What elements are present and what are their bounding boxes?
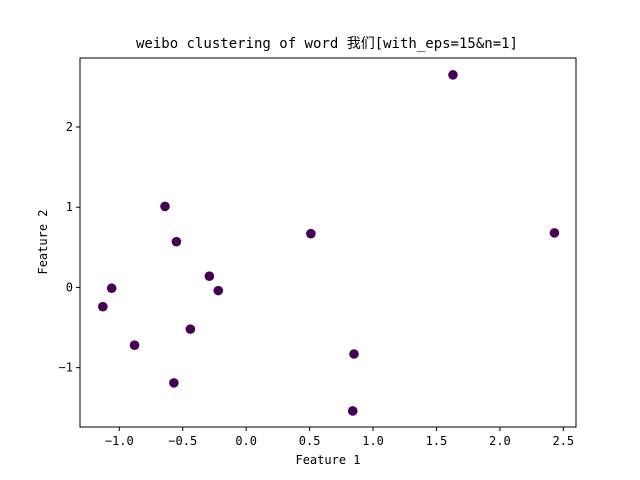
y-tick-label: 1 [66, 200, 73, 214]
y-tick-label: 0 [66, 280, 73, 294]
x-tick-label: −1.0 [105, 434, 134, 448]
data-point [448, 70, 458, 80]
data-point [129, 340, 140, 350]
x-tick-label: 2.0 [489, 434, 511, 448]
x-axis-ticks: −1.0 −0.5 0.0 0.5 1.0 1.5 2.0 2.5 [105, 427, 574, 448]
data-point [213, 285, 224, 296]
x-tick-label: −0.5 [168, 434, 197, 448]
data-point [204, 271, 215, 281]
x-tick-label: 1.5 [426, 434, 448, 448]
chart-title: weibo clustering of word 我们[with_eps=15&… [136, 36, 518, 52]
data-point [171, 236, 182, 247]
data-point [549, 228, 560, 238]
x-tick-label: 0.5 [299, 434, 321, 448]
x-tick-label: 2.5 [552, 434, 574, 448]
y-tick-label: −1 [59, 361, 73, 375]
data-point [160, 201, 170, 212]
data-point [347, 406, 358, 416]
plot-area [79, 57, 577, 428]
data-point [306, 228, 316, 239]
data-point [349, 349, 359, 359]
data-point [106, 283, 117, 294]
data-point [185, 324, 196, 334]
data-point [98, 301, 108, 312]
y-axis-ticks: −1 0 1 2 [59, 120, 80, 375]
x-tick-label: 0.0 [235, 434, 257, 448]
data-points [98, 70, 560, 416]
x-axis-label: Feature 1 [295, 453, 360, 467]
data-point [169, 378, 179, 388]
x-tick-label: 1.0 [362, 434, 384, 448]
y-axis-label: Feature 2 [36, 209, 50, 274]
y-tick-label: 2 [66, 120, 73, 134]
